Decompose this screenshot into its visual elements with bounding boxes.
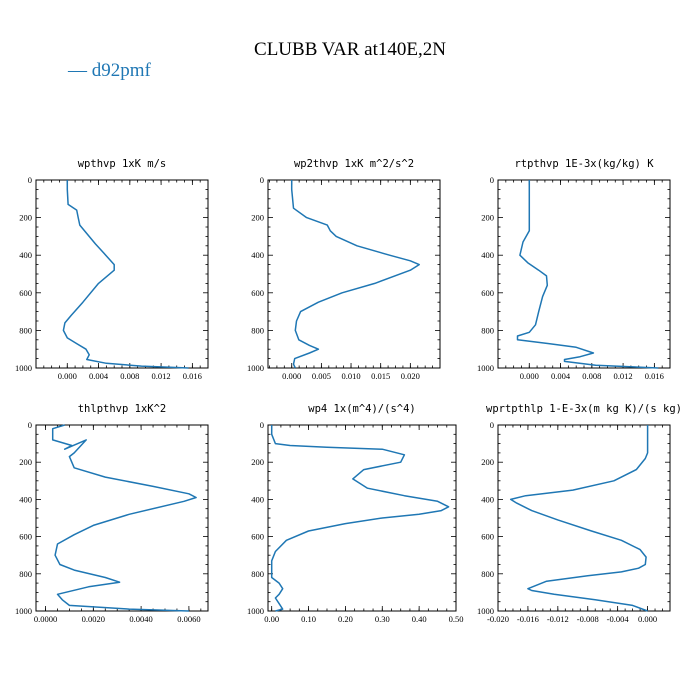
y-tick-label: 800 [251,325,264,335]
y-tick-label: 1000 [15,606,32,616]
series-line [290,180,420,369]
panel-title: wp2thvp 1xK m^2/s^2 [294,158,414,170]
y-tick-label: 400 [251,250,264,260]
y-tick-label: 1000 [247,363,264,373]
y-tick-label: 600 [251,532,264,542]
x-tick-label: 0.016 [645,371,664,381]
y-tick-label: 400 [19,494,32,504]
y-tick-label: 200 [19,457,32,467]
y-tick-label: 1000 [477,363,494,373]
x-tick-label: 0.40 [412,614,427,624]
chart-panel: wprtpthlp 1-E-3x(m kg K)/(s kg) -0.020 -0.… [477,403,682,624]
plot-frame [497,424,671,612]
plot-frame [35,424,209,612]
y-tick-label: 800 [19,325,32,335]
y-tick-label: 800 [251,569,264,579]
y-tick-label: 0 [490,175,494,185]
chart-panel: thlpthvp 1xK^2 0.0000 0.0020 0.0040 0.0060 0 2… [15,403,209,624]
x-tick-label: 0.000 [58,371,77,381]
x-tick-label: 0.020 [401,371,420,381]
y-tick-label: 600 [251,288,264,298]
y-tick-label: 200 [481,213,494,223]
x-tick-label: -0.012 [547,614,569,624]
x-tick-label: 0.0020 [82,614,105,624]
y-tick-label: 0 [260,175,264,185]
panel-title: rtpthvp 1E-3x(kg/kg) K [514,158,654,170]
y-tick-label: 200 [251,213,264,223]
x-tick-label: 0.0000 [34,614,57,624]
x-tick-label: 0.30 [375,614,390,624]
panel-title: wp4 1x(m^4)/(s^4) [308,403,415,415]
series-line [516,180,659,369]
series-line [509,425,649,612]
y-tick-label: 600 [481,532,494,542]
panel-grid: wpthvp 1xK m/s0.000 0.004 0.008 0.012 0.0160… [15,158,682,624]
plot-frame [497,179,671,369]
y-tick-label: 800 [19,569,32,579]
y-tick-label: 1000 [247,606,264,616]
figure-title: CLUBB VAR at140E,2N [254,39,446,60]
y-tick-label: 600 [19,532,32,542]
x-tick-label: -0.016 [517,614,539,624]
y-tick-label: 400 [481,494,494,504]
x-tick-label: 0.10 [301,614,316,624]
x-tick-label: 0.012 [152,371,171,381]
legend-label: — d92pmf [67,60,152,81]
y-tick-label: 400 [481,250,494,260]
plot-frame [267,424,457,612]
x-tick-label: 0.008 [120,371,139,381]
x-tick-label: 0.000 [520,371,539,381]
x-tick-label: -0.004 [607,614,630,624]
x-tick-label: -0.008 [577,614,599,624]
chart-panel: wp2thvp 1xK m^2/s^2 0.000 0.005 0.010 0.015 0… [247,158,441,381]
series-line [270,425,450,612]
y-tick-label: 800 [481,325,494,335]
panel-title: wprtpthlp 1-E-3x(m kg K)/(s kg) [486,403,682,415]
y-tick-label: 200 [19,213,32,223]
x-tick-label: 0.004 [551,371,571,381]
y-tick-label: 400 [251,494,264,504]
x-tick-label: 0.008 [582,371,601,381]
chart-panel: wpthvp 1xK m/s 0.000 0.004 0.008 0.012 0.016 0… [15,158,209,381]
x-tick-label: 0.005 [312,371,331,381]
series-line [51,424,197,612]
x-tick-label: 0.016 [183,371,202,381]
y-tick-label: 200 [481,457,494,467]
plot-frame [35,179,209,369]
x-tick-label: 0.000 [638,614,657,624]
y-tick-label: 1000 [477,606,494,616]
x-tick-label: -0.020 [487,614,509,624]
x-tick-label: 0.20 [338,614,353,624]
series-line [62,180,189,369]
chart-panel: wp4 1x(m^4)/(s^4) 0.00 0.10 0.20 0.30 0.40 0.5… [247,403,463,624]
x-tick-label: 0.010 [341,371,360,381]
y-tick-label: 1000 [15,363,32,373]
panel-title: thlpthvp 1xK^2 [78,403,167,415]
x-tick-label: 0.004 [89,371,109,381]
x-tick-label: 0.000 [282,371,301,381]
x-tick-label: 0.50 [449,614,464,624]
panel-title: wpthvp 1xK m/s [78,158,167,170]
x-tick-label: 0.00 [264,614,279,624]
y-tick-label: 200 [251,457,264,467]
y-tick-label: 0 [28,175,32,185]
y-tick-label: 400 [19,250,32,260]
chart-panel: rtpthvp 1E-3x(kg/kg) K 0.000 0.004 0.008 0.0… [477,158,671,381]
x-tick-label: 0.0060 [177,614,200,624]
y-tick-label: 600 [19,288,32,298]
x-tick-label: 0.012 [614,371,633,381]
y-tick-label: 0 [28,420,32,430]
y-tick-label: 0 [490,420,494,430]
y-tick-label: 600 [481,288,494,298]
x-tick-label: 0.0040 [129,614,152,624]
y-tick-label: 800 [481,569,494,579]
y-tick-label: 0 [260,420,264,430]
x-tick-label: 0.015 [371,371,390,381]
